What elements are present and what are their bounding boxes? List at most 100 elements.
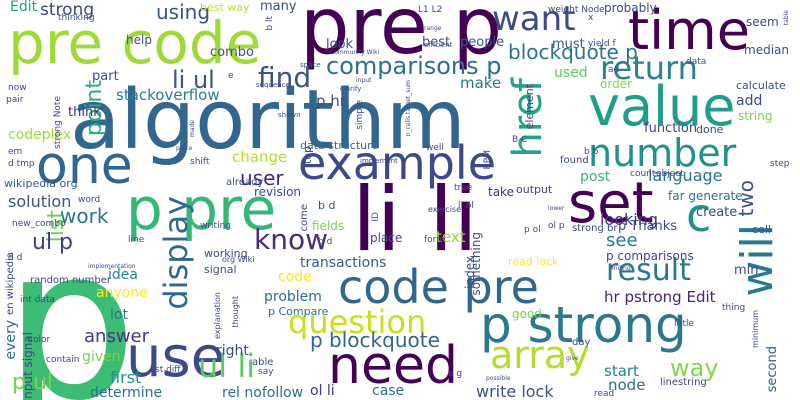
word: random number <box>30 275 111 286</box>
word: x <box>588 13 594 23</box>
word: p pre <box>126 175 277 243</box>
word: d d <box>8 253 23 263</box>
word: array <box>490 333 590 377</box>
word: color <box>28 335 51 345</box>
word: top <box>301 146 314 165</box>
word: p comparisons <box>606 249 694 263</box>
word: b d <box>318 237 333 247</box>
word: function <box>644 121 698 136</box>
word: return <box>600 49 698 87</box>
word: stackoverflow <box>116 86 220 104</box>
word: user <box>240 166 284 190</box>
word: codeplex <box>8 127 72 143</box>
word: work <box>60 204 109 228</box>
word: must <box>552 37 585 52</box>
word: thinking <box>58 13 95 23</box>
word: space <box>300 61 321 69</box>
word: given <box>82 349 121 365</box>
word: seem <box>746 15 779 29</box>
word: p ul <box>12 370 54 395</box>
word: combo <box>210 45 254 60</box>
word: data <box>686 57 707 67</box>
word: found <box>560 155 589 166</box>
word: data structure <box>300 139 379 152</box>
word: cell <box>752 223 771 236</box>
word: good <box>512 307 542 321</box>
word: implementation <box>88 263 136 270</box>
word: know <box>254 223 328 256</box>
word: best way <box>200 1 250 14</box>
word: part <box>92 69 119 84</box>
word: algorithm <box>70 73 466 168</box>
word: transactions <box>300 255 387 271</box>
word: problem <box>264 289 322 305</box>
word: writing <box>200 221 232 231</box>
word: simple <box>355 100 365 130</box>
word: count <box>630 169 656 179</box>
word: n_cells target_sum <box>405 80 412 137</box>
word: c <box>686 188 712 242</box>
word: people <box>460 35 505 50</box>
word: example <box>298 136 496 190</box>
word: many <box>260 0 297 14</box>
word: ul p <box>32 230 74 255</box>
word: form <box>424 235 445 245</box>
word: second <box>765 346 780 393</box>
word: li li <box>352 168 478 271</box>
word: need <box>328 336 458 396</box>
word: p Compare <box>268 305 329 318</box>
word: ID <box>371 212 381 222</box>
word: post <box>580 169 611 185</box>
word: idea <box>108 267 138 283</box>
word: far generate <box>668 189 743 203</box>
word: every <box>3 320 19 360</box>
word: thought <box>231 296 240 328</box>
word: p ol <box>524 225 541 235</box>
word: create <box>696 205 738 220</box>
word: read lock <box>508 255 559 268</box>
word: case <box>372 383 405 399</box>
word: exercise <box>428 205 462 214</box>
word: say <box>258 367 274 377</box>
word: weight Node <box>548 5 605 15</box>
word: hr pstrong Edit <box>604 288 716 306</box>
word: object <box>656 169 684 179</box>
word: time <box>628 0 751 62</box>
word: think <box>68 105 101 120</box>
word: implement <box>360 157 398 165</box>
word: minimum <box>751 310 760 348</box>
word: little <box>674 319 695 329</box>
word: first <box>110 368 142 387</box>
word: come <box>299 204 310 232</box>
word: display <box>157 196 195 310</box>
word: strong br <box>572 223 618 234</box>
word: p blockquote <box>310 328 440 352</box>
word: L1 L2 <box>418 5 443 15</box>
word: p <box>4 202 138 400</box>
word: ol li <box>310 383 335 399</box>
word: Edit <box>10 0 38 15</box>
word: wikipedia org <box>4 177 78 190</box>
word: output <box>516 183 553 196</box>
word: order <box>600 77 632 91</box>
word: median <box>744 43 789 57</box>
word: rel nofollow <box>222 385 304 400</box>
word: place <box>370 231 403 245</box>
word: right <box>216 343 249 359</box>
word: pair <box>6 95 24 105</box>
word: add <box>736 93 763 109</box>
word: shift <box>190 157 210 167</box>
word: best <box>422 35 451 50</box>
word: string <box>738 109 773 123</box>
word: make <box>460 74 502 92</box>
word: code pre <box>338 260 539 314</box>
word: finding <box>610 265 631 272</box>
word: well <box>426 143 444 153</box>
word: answer <box>84 326 150 347</box>
word: node <box>608 376 646 394</box>
word: way <box>670 354 719 382</box>
word: revision <box>254 185 302 199</box>
word: already <box>226 177 264 188</box>
word: Community Wiki <box>330 49 380 56</box>
word: p hr <box>316 92 346 110</box>
